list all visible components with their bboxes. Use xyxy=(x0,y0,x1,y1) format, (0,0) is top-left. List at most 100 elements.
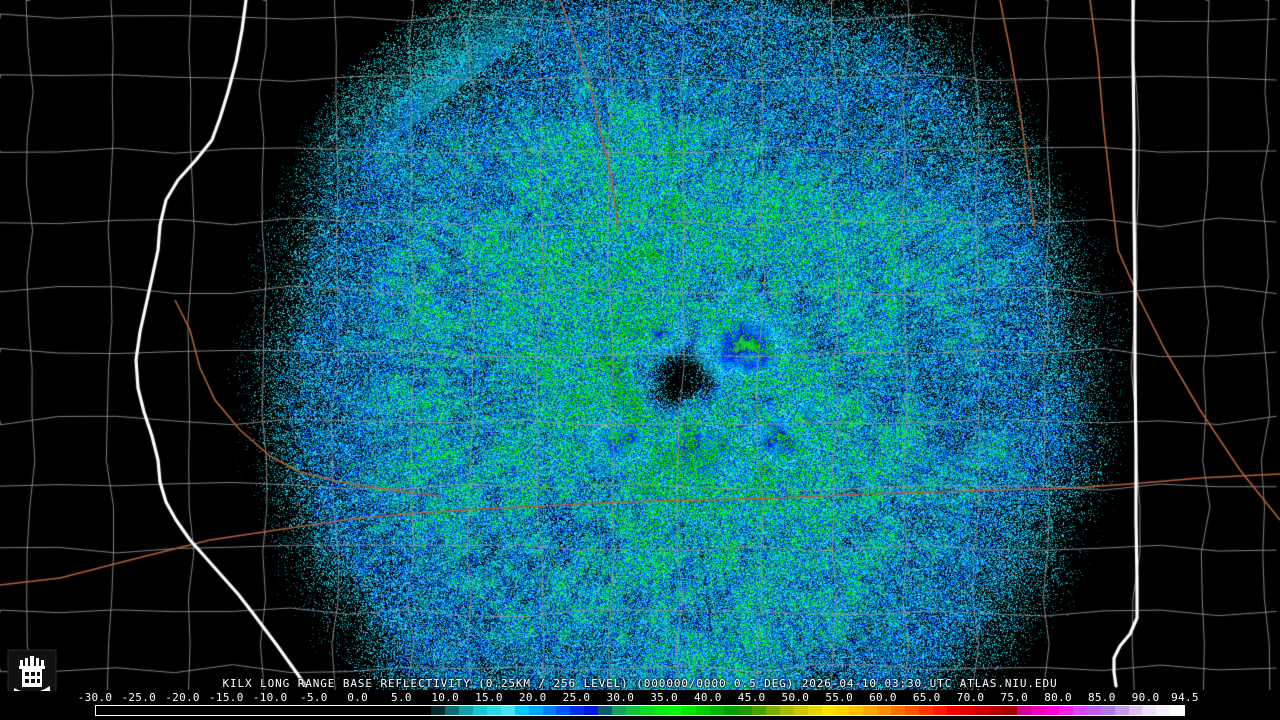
scale-tick-label: 10.0 xyxy=(431,691,460,704)
color-swatch xyxy=(1114,706,1129,715)
color-swatch xyxy=(612,706,627,715)
color-swatch xyxy=(709,706,724,715)
color-swatch xyxy=(919,706,934,715)
product-title-bar: KILX LONG RANGE BASE REFLECTIVITY (0.25K… xyxy=(222,677,1058,690)
color-swatch xyxy=(877,706,892,715)
color-swatch xyxy=(793,706,808,715)
color-swatch xyxy=(486,706,501,715)
scale-tick-label: 94.5 xyxy=(1171,691,1199,704)
color-swatch xyxy=(235,706,250,715)
scale-tick-label: 60.0 xyxy=(869,691,897,704)
radar-map[interactable] xyxy=(0,0,1280,690)
scale-tick-label: 40.0 xyxy=(693,691,722,704)
scale-tick-label: 50.0 xyxy=(781,691,810,704)
scale-tick-label: 20.0 xyxy=(518,691,547,704)
color-swatch xyxy=(416,706,431,715)
color-swatch xyxy=(556,706,571,715)
color-swatch xyxy=(668,706,683,715)
color-swatch xyxy=(458,706,473,715)
color-swatch xyxy=(514,706,529,715)
scale-tick-label: 85.0 xyxy=(1087,691,1116,704)
color-swatch xyxy=(947,706,962,715)
color-swatch xyxy=(291,706,306,715)
color-swatch xyxy=(891,706,906,715)
scale-tick-label: 90.0 xyxy=(1131,691,1160,704)
color-swatch xyxy=(1072,706,1087,715)
color-swatch xyxy=(472,706,487,715)
color-swatch xyxy=(1044,706,1059,715)
color-swatch xyxy=(277,706,292,715)
scale-tick-label: 5.0 xyxy=(391,691,412,704)
color-swatch xyxy=(389,706,403,715)
color-swatch xyxy=(654,706,669,715)
color-swatch xyxy=(961,706,976,715)
color-swatch xyxy=(737,706,752,715)
color-swatch xyxy=(751,706,766,715)
scale-tick-label: -25.0 xyxy=(121,691,157,704)
color-swatch xyxy=(528,706,543,715)
scale-tick-label: 15.0 xyxy=(475,691,503,704)
reflectivity-color-scale: -30.0 -25.0 -20.0 -15.0 -10.0 -5.0 0.0 5.0 10.0 1… xyxy=(0,691,1280,720)
color-swatch xyxy=(1086,706,1101,715)
color-swatch xyxy=(123,706,138,715)
color-swatch xyxy=(570,706,585,715)
color-swatch xyxy=(863,706,878,715)
color-swatch xyxy=(584,706,599,715)
scale-tick-label: 80.0 xyxy=(1044,691,1072,704)
color-swatch xyxy=(207,706,222,715)
color-scale-labels: -30.0 -25.0 -20.0 -15.0 -10.0 -5.0 0.0 5.0 10.0 1… xyxy=(0,691,1280,704)
color-swatch xyxy=(779,706,794,715)
color-swatch xyxy=(695,706,710,715)
color-swatch xyxy=(1030,706,1045,715)
color-scale-bar[interactable] xyxy=(95,705,1185,716)
color-swatch xyxy=(430,706,445,715)
color-swatch xyxy=(347,706,362,715)
scale-tick-label: 75.0 xyxy=(1000,691,1029,704)
scale-tick-label: -5.0 xyxy=(300,691,328,704)
scale-tick-label: 30.0 xyxy=(606,691,635,704)
color-swatch xyxy=(640,706,655,715)
scale-tick-label: 65.0 xyxy=(912,691,941,704)
color-swatch xyxy=(319,706,334,715)
scale-tick-label: -30.0 xyxy=(77,691,113,704)
scale-tick-label: -10.0 xyxy=(252,691,288,704)
scale-tick-label: -20.0 xyxy=(165,691,200,704)
color-swatch xyxy=(821,706,836,715)
map-overlay-layer xyxy=(0,0,1280,690)
color-swatch xyxy=(807,706,822,715)
scale-tick-label: 35.0 xyxy=(650,691,678,704)
color-swatch xyxy=(1058,706,1073,715)
color-swatch xyxy=(1170,706,1185,715)
color-swatch xyxy=(1100,706,1115,715)
color-swatch xyxy=(1128,706,1143,715)
color-swatch xyxy=(263,706,278,715)
scale-tick-label: 0.0 xyxy=(347,691,369,704)
color-swatch xyxy=(989,706,1003,715)
color-swatch xyxy=(375,706,390,715)
color-swatch xyxy=(765,706,780,715)
color-swatch xyxy=(361,706,376,715)
color-swatch xyxy=(249,706,264,715)
color-swatch xyxy=(626,706,641,715)
scale-tick-label: -15.0 xyxy=(209,691,244,704)
color-swatch xyxy=(933,706,948,715)
color-swatch xyxy=(682,706,696,715)
color-swatch xyxy=(723,706,738,715)
scale-tick-label: 70.0 xyxy=(956,691,985,704)
color-swatch xyxy=(1016,706,1031,715)
color-swatch xyxy=(905,706,920,715)
color-swatch xyxy=(500,706,515,715)
color-swatch xyxy=(975,706,989,715)
color-swatch xyxy=(444,706,459,715)
color-swatch xyxy=(179,706,194,715)
color-swatch xyxy=(137,706,152,715)
color-swatch xyxy=(333,706,348,715)
color-swatch xyxy=(165,706,180,715)
color-swatch xyxy=(542,706,557,715)
scale-tick-label: 45.0 xyxy=(737,691,766,704)
color-swatch xyxy=(598,706,613,715)
color-swatch xyxy=(151,706,166,715)
color-swatch xyxy=(96,706,110,715)
scale-tick-label: 25.0 xyxy=(562,691,591,704)
